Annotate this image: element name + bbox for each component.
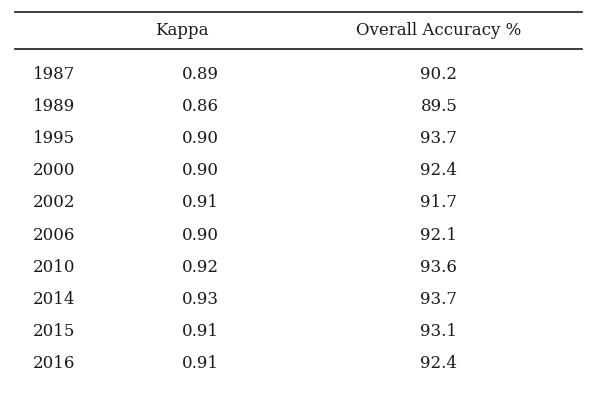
Text: 92.4: 92.4 (420, 162, 458, 179)
Text: 93.1: 93.1 (420, 322, 458, 339)
Text: 92.4: 92.4 (420, 354, 458, 371)
Text: 93.6: 93.6 (420, 258, 457, 275)
Text: 0.91: 0.91 (182, 194, 219, 211)
Text: 92.1: 92.1 (420, 226, 458, 243)
Text: 2014: 2014 (33, 290, 75, 307)
Text: 91.7: 91.7 (420, 194, 458, 211)
Text: 0.86: 0.86 (182, 97, 219, 114)
Text: 1989: 1989 (33, 97, 75, 114)
Text: 0.93: 0.93 (182, 290, 219, 307)
Text: Overall Accuracy %: Overall Accuracy % (356, 22, 522, 39)
Text: 1987: 1987 (33, 65, 75, 82)
Text: 0.90: 0.90 (182, 130, 219, 147)
Text: Kappa: Kappa (155, 22, 209, 39)
Text: 0.91: 0.91 (182, 354, 219, 371)
Text: 90.2: 90.2 (420, 65, 458, 82)
Text: 2016: 2016 (33, 354, 75, 371)
Text: 0.89: 0.89 (182, 65, 219, 82)
Text: 2015: 2015 (33, 322, 75, 339)
Text: 0.91: 0.91 (182, 322, 219, 339)
Text: 0.90: 0.90 (182, 226, 219, 243)
Text: 2002: 2002 (33, 194, 75, 211)
Text: 2006: 2006 (33, 226, 75, 243)
Text: 2010: 2010 (33, 258, 75, 275)
Text: 0.92: 0.92 (182, 258, 219, 275)
Text: 2000: 2000 (33, 162, 75, 179)
Text: 89.5: 89.5 (420, 97, 457, 114)
Text: 93.7: 93.7 (420, 130, 458, 147)
Text: 93.7: 93.7 (420, 290, 458, 307)
Text: 0.90: 0.90 (182, 162, 219, 179)
Text: 1995: 1995 (33, 130, 75, 147)
